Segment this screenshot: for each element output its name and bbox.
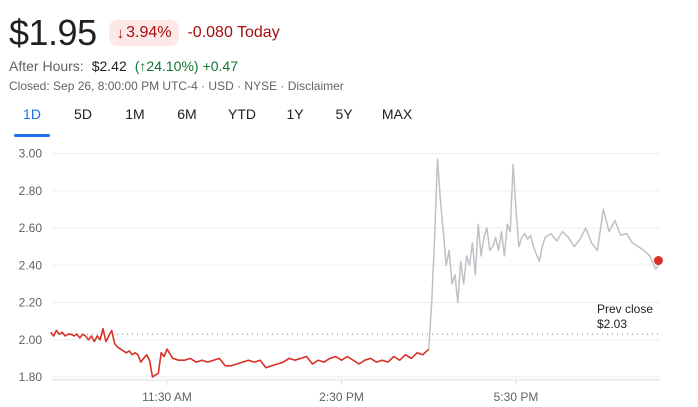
arrow-down-icon: ↓ [116, 24, 125, 42]
y-tick-label: 1.80 [19, 370, 43, 384]
change-percent: 3.94% [126, 24, 172, 41]
after-hours-price-line [428, 158, 662, 350]
after-hours-price: $2.42 [91, 58, 127, 74]
x-tick-label: 2:30 PM [319, 390, 364, 404]
change-today: -0.080 Today [187, 24, 280, 41]
after-hours-percent: (↑24.10%) [134, 58, 199, 74]
regular-price-line [50, 327, 430, 378]
tab-5y[interactable]: 5Y [335, 106, 353, 122]
after-hours-change: +0.47 [202, 58, 239, 74]
y-tick-label: 3.00 [19, 147, 43, 161]
tab-5d[interactable]: 5D [74, 106, 92, 122]
latest-price-dot [653, 256, 663, 266]
after-hours-row: After Hours: $2.42 (↑24.10%) +0.47 [9, 58, 238, 74]
market-status-line[interactable]: Closed: Sep 26, 8:00:00 PM UTC-4 · USD ·… [9, 79, 344, 93]
x-tick-label: 11:30 AM [142, 390, 192, 404]
y-tick-label: 2.40 [19, 258, 43, 272]
prev-close-label: Prev close [597, 302, 653, 316]
range-tabs: 1D 5D 1M 6M YTD 1Y 5Y MAX [14, 104, 426, 137]
tab-1d[interactable]: 1D [14, 104, 50, 137]
y-tick-label: 2.60 [19, 221, 43, 235]
prev-close-value: $2.03 [597, 317, 627, 331]
tab-1y[interactable]: 1Y [286, 106, 304, 122]
change-percent-badge: ↓ 3.94% [108, 20, 180, 46]
tab-6m[interactable]: 6M [177, 106, 197, 122]
after-hours-percent-value: 24.10% [146, 58, 194, 74]
y-tick-label: 2.00 [19, 333, 43, 347]
x-tick-label: 5:30 PM [494, 390, 539, 404]
y-tick-label: 2.20 [19, 296, 43, 310]
price-header: $1.95 ↓ 3.94% -0.080 Today [9, 12, 280, 54]
tab-max[interactable]: MAX [381, 106, 413, 122]
tab-1m[interactable]: 1M [125, 106, 145, 122]
current-price: $1.95 [9, 12, 97, 53]
after-hours-label: After Hours: [9, 58, 84, 74]
arrow-up-icon: ↑ [139, 58, 147, 74]
y-tick-label: 2.80 [19, 184, 43, 198]
tab-ytd[interactable]: YTD [228, 106, 256, 122]
